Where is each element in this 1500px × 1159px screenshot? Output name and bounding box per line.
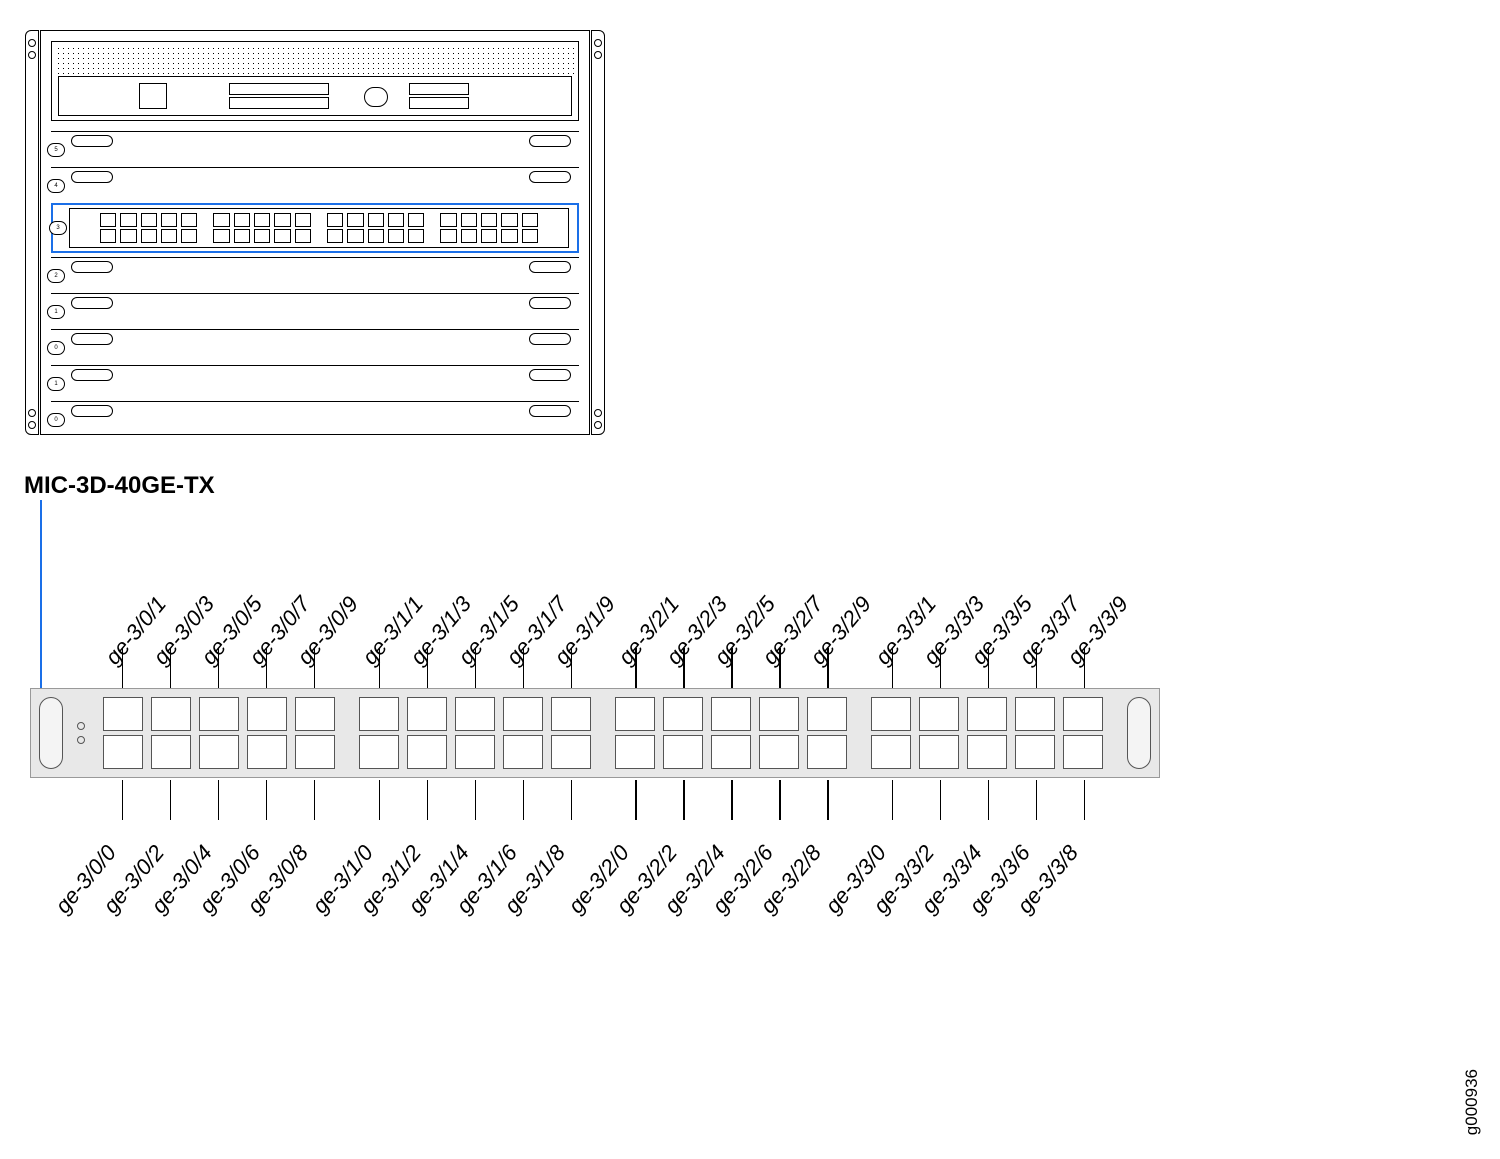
- port: [711, 735, 751, 769]
- port: [199, 735, 239, 769]
- port-row-top: [103, 697, 1103, 731]
- title-leader-line: [40, 500, 42, 692]
- port: [919, 735, 959, 769]
- chassis-outline: 54321010: [40, 30, 590, 435]
- slot-number-badge: 0: [47, 413, 65, 427]
- port: [455, 697, 495, 731]
- leader-line: [731, 780, 732, 820]
- port: [551, 697, 591, 731]
- port: [247, 697, 287, 731]
- empty-slot: 1: [51, 293, 579, 329]
- port: [615, 735, 655, 769]
- highlighted-slot: 3: [51, 203, 579, 253]
- card-status-leds: [77, 716, 85, 750]
- port: [807, 697, 847, 731]
- port: [711, 697, 751, 731]
- empty-slot: 4: [51, 167, 579, 203]
- port: [359, 697, 399, 731]
- empty-slot: 5: [51, 131, 579, 167]
- leader-line: [1036, 780, 1037, 820]
- leader-line: [427, 780, 428, 820]
- empty-slot: 0: [51, 401, 579, 437]
- port: [455, 735, 495, 769]
- leader-line: [779, 780, 780, 820]
- port: [615, 697, 655, 731]
- leader-line: [1084, 780, 1085, 820]
- port: [199, 697, 239, 731]
- port: [247, 735, 287, 769]
- port: [503, 697, 543, 731]
- empty-slot: 0: [51, 329, 579, 365]
- leader-line: [170, 780, 171, 820]
- slot-number-badge: 0: [47, 341, 65, 355]
- port: [103, 697, 143, 731]
- leader-line: [988, 780, 989, 820]
- module-title: MIC-3D-40GE-TX: [24, 472, 215, 500]
- port: [151, 735, 191, 769]
- leader-line: [122, 780, 123, 820]
- slot-number-badge: 3: [49, 221, 67, 235]
- port: [871, 735, 911, 769]
- port: [663, 697, 703, 731]
- port: [1015, 735, 1055, 769]
- top-module-panel: [58, 76, 572, 116]
- port: [407, 697, 447, 731]
- ventilation-grid: [56, 46, 574, 76]
- rack-ear-right: [591, 30, 605, 435]
- port: [871, 697, 911, 731]
- port: [295, 697, 335, 731]
- port: [1063, 735, 1103, 769]
- slot-number-badge: 1: [47, 377, 65, 391]
- slot-number-badge: 1: [47, 305, 65, 319]
- port: [807, 735, 847, 769]
- leader-line: [571, 780, 572, 820]
- port: [151, 697, 191, 731]
- slot-number-badge: 4: [47, 179, 65, 193]
- leader-line: [940, 780, 941, 820]
- leader-line: [379, 780, 380, 820]
- leader-line: [266, 780, 267, 820]
- leader-line: [218, 780, 219, 820]
- leader-line: [475, 780, 476, 820]
- port: [551, 735, 591, 769]
- port: [759, 697, 799, 731]
- rack-ear-left: [25, 30, 39, 435]
- top-module: [51, 41, 579, 121]
- empty-slot: 2: [51, 257, 579, 293]
- slot-number-badge: 5: [47, 143, 65, 157]
- port: [503, 735, 543, 769]
- port: [103, 735, 143, 769]
- leader-line: [523, 780, 524, 820]
- module-detail-card: [30, 688, 1160, 778]
- port: [407, 735, 447, 769]
- empty-slot: 1: [51, 365, 579, 401]
- image-id: g000936: [1462, 1069, 1482, 1135]
- port: [295, 735, 335, 769]
- port: [967, 697, 1007, 731]
- card-handle-right: [1127, 697, 1151, 769]
- port: [1015, 697, 1055, 731]
- port: [1063, 697, 1103, 731]
- card-handle-left: [39, 697, 63, 769]
- port-row-bottom: [103, 735, 1103, 769]
- leader-line: [827, 780, 828, 820]
- port: [663, 735, 703, 769]
- port: [919, 697, 959, 731]
- leader-line: [314, 780, 315, 820]
- leader-line: [635, 780, 636, 820]
- leader-line: [683, 780, 684, 820]
- port: [759, 735, 799, 769]
- port: [967, 735, 1007, 769]
- port: [359, 735, 399, 769]
- slot-number-badge: 2: [47, 269, 65, 283]
- leader-line: [892, 780, 893, 820]
